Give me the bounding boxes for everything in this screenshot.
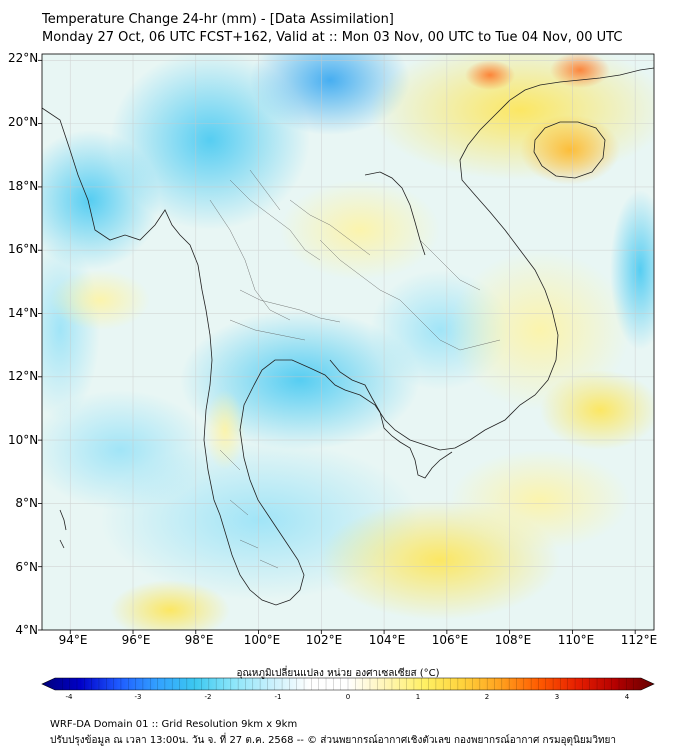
gulf-coastline [329, 359, 453, 479]
provincial-borders [209, 169, 501, 569]
colorbar-tick: 2 [484, 693, 490, 701]
andaman-islands [59, 509, 67, 549]
hainan-coastline [533, 121, 606, 179]
lon-label-98: 98°E [184, 633, 214, 647]
footer-model-info: WRF-DA Domain 01 :: Grid Resolution 9km … [50, 719, 298, 730]
lon-label-94: 94°E [58, 633, 88, 647]
lat-label-8: 8°N [15, 496, 38, 510]
colorbar-tick: 0 [345, 693, 351, 701]
footer-credit: ปรับปรุงข้อมูล ณ เวลา 13:00น. วัน จ. ที่… [50, 735, 617, 746]
anomaly-field [42, 54, 654, 630]
lat-label-14: 14°N [8, 306, 39, 320]
lat-label-20: 20°N [8, 115, 39, 129]
chart-title: Temperature Change 24-hr (mm) - [Data As… [42, 12, 394, 27]
lon-label-106: 106°E [431, 633, 469, 647]
lat-label-6: 6°N [15, 560, 38, 574]
lat-label-18: 18°N [8, 179, 39, 193]
lat-label-22: 22°N [8, 51, 39, 65]
colorbar-tick: 1 [415, 693, 421, 701]
lat-label-4: 4°N [15, 623, 38, 637]
lon-label-110: 110°E [557, 633, 595, 647]
lat-label-12: 12°N [8, 369, 39, 383]
colorbar [41, 677, 655, 691]
lon-label-104: 104°E [368, 633, 406, 647]
lat-label-10: 10°N [8, 433, 39, 447]
lat-label-16: 16°N [8, 242, 39, 256]
mainland-coastline [42, 67, 654, 606]
colorbar-tick: 4 [624, 693, 630, 701]
laos-cambodia-borders [399, 239, 501, 351]
colorbar-dividers [62, 678, 634, 690]
northeast-border [364, 171, 426, 256]
axis-ticks [38, 59, 636, 634]
central-provinces [229, 239, 401, 341]
colorbar-tick: -2 [204, 693, 212, 701]
map-frame [41, 53, 655, 631]
lon-label-108: 108°E [494, 633, 532, 647]
colorbar-tick: -4 [65, 693, 73, 701]
southern-provinces [219, 449, 279, 569]
lon-label-96: 96°E [121, 633, 151, 647]
northern-provinces [209, 169, 371, 321]
colorbar-tick: -1 [274, 693, 282, 701]
colorbar-title: อุณหภูมิเปลี่ยนแปลง หน่วย องศาเซลเซียส (… [236, 668, 440, 679]
lon-label-100: 100°E [243, 633, 281, 647]
chart-subtitle: Monday 27 Oct, 06 UTC FCST+162, Valid at… [42, 30, 623, 45]
lon-label-112: 112°E [620, 633, 658, 647]
coastlines [42, 67, 654, 606]
colorbar-tick: -3 [134, 693, 142, 701]
lon-label-102: 102°E [305, 633, 343, 647]
colorbar-tick: 3 [554, 693, 560, 701]
